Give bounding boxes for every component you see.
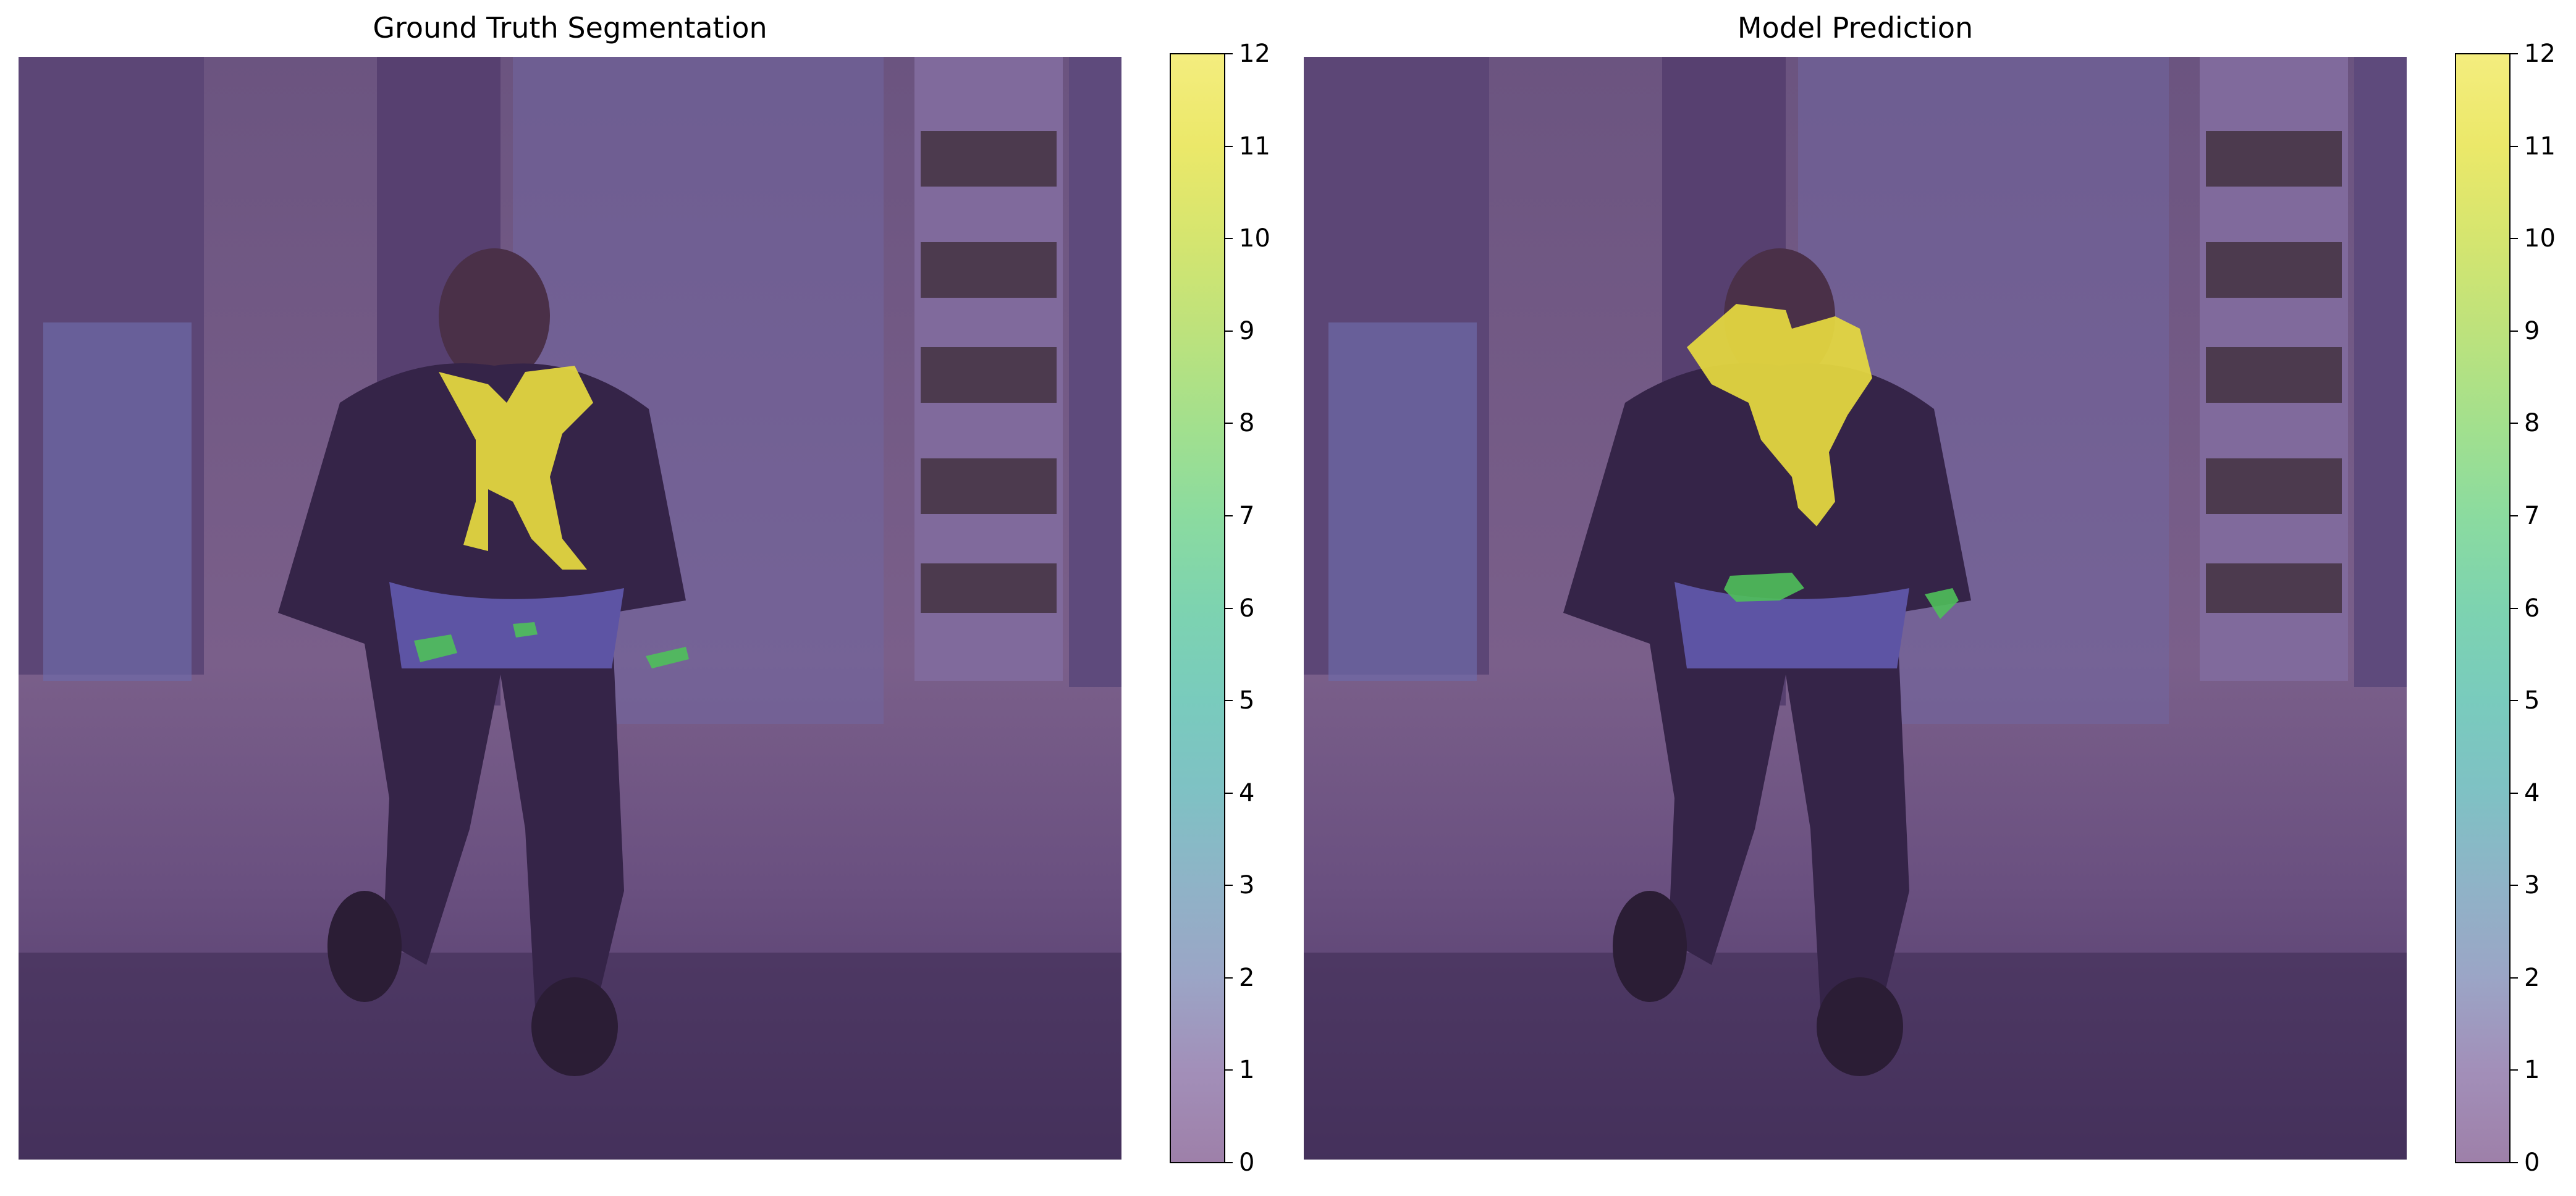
colorbar-tick-label: 7 [2524, 501, 2540, 530]
colorbar-tick-label: 10 [1239, 224, 1270, 253]
colorbar-tick-label: 3 [1239, 871, 1255, 900]
ground-truth-title: Ground Truth Segmentation [373, 11, 767, 44]
colorbar-tick-label: 9 [2524, 316, 2540, 345]
colorbar-tick-mark [2511, 238, 2518, 240]
colorbar-tick-label: 6 [2524, 594, 2540, 623]
colorbar-tick-label: 5 [1239, 686, 1255, 715]
colorbar-tick-label: 4 [1239, 778, 1255, 807]
colorbar-tick-label: 0 [1239, 1148, 1255, 1177]
model-prediction-colorbar-ticks: 0 1 2 3 4 5 6 7 8 9 10 11 12 [2511, 41, 2576, 1176]
colorbar-tick-mark [2511, 515, 2518, 516]
colorbar-tick-mark [2511, 885, 2518, 886]
colorbar-tick-mark [2511, 1162, 2518, 1163]
colorbar-tick-label: 1 [1239, 1056, 1255, 1085]
colorbar-tick-mark [2511, 53, 2518, 54]
model-prediction-image [1304, 57, 2407, 1160]
colorbar-tick-label: 3 [2524, 871, 2540, 900]
colorbar-tick-label: 11 [1239, 132, 1270, 161]
colorbar-tick-label: 12 [2524, 40, 2556, 68]
colorbar-tick-label: 8 [1239, 409, 1255, 438]
colorbar-tick-label: 0 [2524, 1148, 2540, 1177]
model-prediction-colorbar [2455, 53, 2511, 1163]
ground-truth-overlay [19, 57, 1121, 1160]
colorbar-tick-mark [2511, 423, 2518, 424]
colorbar-tick-label: 8 [2524, 409, 2540, 438]
colorbar-tick-label: 6 [1239, 594, 1255, 623]
colorbar-tick-mark [2511, 792, 2518, 794]
colorbar-tick-mark [1225, 607, 1233, 609]
colorbar-tick-mark [1225, 885, 1233, 886]
colorbar-tick-mark [1225, 700, 1233, 702]
colorbar-tick-label: 7 [1239, 501, 1255, 530]
colorbar-tick-mark [1225, 977, 1233, 979]
colorbar-tick-mark [2511, 1069, 2518, 1071]
colorbar-tick-mark [1225, 330, 1233, 332]
colorbar-tick-label: 2 [2524, 963, 2540, 992]
ground-truth-colorbar-gradient [1171, 54, 1224, 1162]
colorbar-tick-mark [1225, 423, 1233, 424]
colorbar-tick-label: 10 [2524, 224, 2556, 253]
colorbar-tick-label: 12 [1239, 40, 1270, 68]
model-prediction-overlay [1304, 57, 2407, 1160]
colorbar-tick-mark [1225, 515, 1233, 516]
colorbar-tick-mark [1225, 53, 1233, 54]
colorbar-tick-label: 5 [2524, 686, 2540, 715]
colorbar-tick-mark [2511, 977, 2518, 979]
colorbar-tick-label: 9 [1239, 316, 1255, 345]
colorbar-tick-mark [1225, 238, 1233, 240]
colorbar-tick-mark [1225, 145, 1233, 147]
ground-truth-image [19, 57, 1121, 1160]
colorbar-tick-label: 2 [1239, 963, 1255, 992]
model-prediction-title: Model Prediction [1737, 11, 1974, 44]
colorbar-tick-mark [2511, 700, 2518, 702]
ground-truth-colorbar-ticks: 0 1 2 3 4 5 6 7 8 9 10 11 12 [1225, 41, 1293, 1176]
ground-truth-colorbar [1170, 53, 1225, 1163]
colorbar-tick-mark [2511, 330, 2518, 332]
colorbar-tick-mark [1225, 792, 1233, 794]
colorbar-tick-mark [1225, 1162, 1233, 1163]
colorbar-tick-mark [2511, 607, 2518, 609]
colorbar-tick-label: 4 [2524, 778, 2540, 807]
colorbar-tick-mark [2511, 145, 2518, 147]
colorbar-tick-mark [1225, 1069, 1233, 1071]
colorbar-tick-label: 1 [2524, 1056, 2540, 1085]
colorbar-tick-label: 11 [2524, 132, 2556, 161]
model-prediction-colorbar-gradient [2456, 54, 2509, 1162]
